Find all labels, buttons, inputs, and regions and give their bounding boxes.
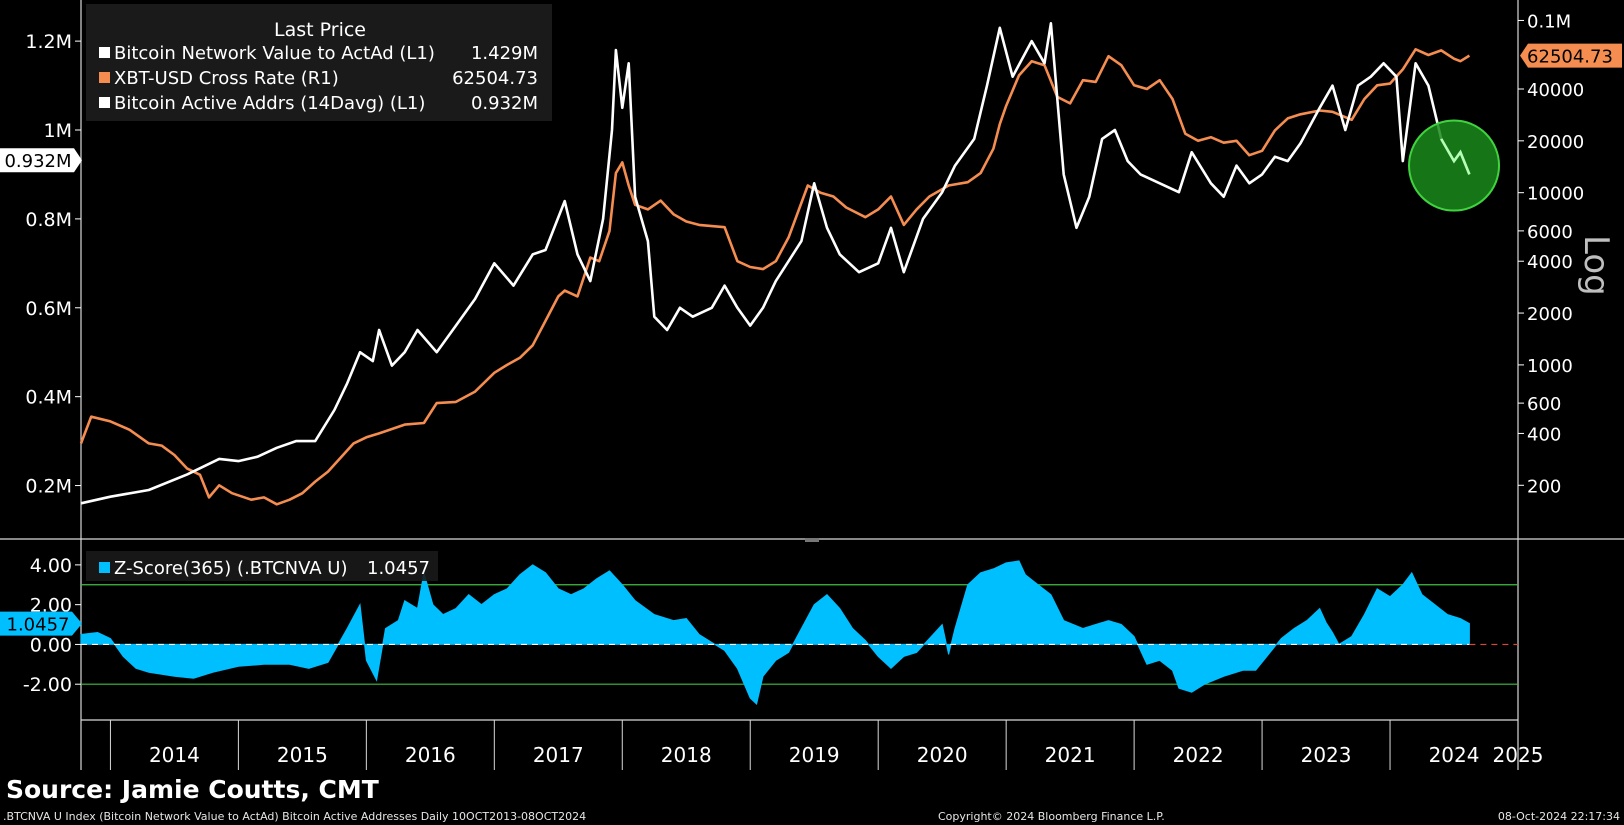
legend-entry-label: XBT-USD Cross Rate (R1)	[114, 68, 339, 89]
right-tick-label: 400	[1527, 424, 1561, 445]
x-tick-label: 2025	[1493, 743, 1544, 767]
z-last-value-text: 1.0457	[7, 615, 70, 636]
right-tick-label: 600	[1527, 394, 1561, 415]
bottom-legend: Z-Score(365) (.BTCNVA U) 1.0457	[86, 551, 438, 581]
legend-swatch	[99, 47, 110, 58]
x-tick-label: 2022	[1173, 743, 1224, 767]
x-tick-label: 2018	[661, 743, 712, 767]
left-tick-label: 0.2M	[25, 476, 72, 498]
source-caption: Source: Jamie Coutts, CMT	[6, 775, 379, 804]
z-tick-label: 2.00	[30, 595, 72, 617]
bottom-legend-background	[86, 551, 438, 581]
bottom-legend-label: Z-Score(365) (.BTCNVA U)	[114, 558, 348, 579]
left-last-value-text: 0.932M	[4, 151, 71, 172]
right-last-value-tag	[1520, 43, 1622, 68]
copyright-text: Copyright© 2024 Bloomberg Finance L.P.	[938, 810, 1165, 823]
left-tick-label: 1M	[44, 120, 72, 142]
z-tick-label: -2.00	[23, 674, 72, 696]
legend-background	[86, 4, 552, 121]
legend-entry-value: 0.932M	[471, 93, 538, 114]
z-score-area	[80, 560, 1470, 706]
x-tick-label: 2014	[149, 743, 200, 767]
x-tick-label: 2017	[533, 743, 584, 767]
right-last-value-text: 62504.73	[1527, 47, 1613, 68]
legend-entry-label: Bitcoin Network Value to ActAd (L1)	[114, 43, 435, 64]
right-tick-label: 6000	[1527, 222, 1573, 243]
x-tick-label: 2024	[1429, 743, 1480, 767]
legend-swatch	[99, 72, 110, 83]
legend-entry-value: 62504.73	[452, 68, 538, 89]
right-tick-label: 40000	[1527, 80, 1584, 101]
left-tick-label: 1.2M	[25, 31, 72, 53]
x-tick-label: 2016	[405, 743, 456, 767]
right-tick-label: 20000	[1527, 132, 1584, 153]
z-last-value-tag	[0, 611, 82, 636]
z-tick-label: 4.00	[30, 555, 72, 577]
series-xbt-usd-line	[79, 48, 1471, 506]
right-tick-label: 0.1M	[1527, 11, 1571, 32]
left-tick-label: 0.8M	[25, 209, 72, 231]
index-description: .BTCNVA U Index (Bitcoin Network Value t…	[3, 810, 587, 823]
legend-entry-value: 1.429M	[471, 43, 538, 64]
legend-swatch	[99, 97, 110, 108]
left-tick-label: 0.6M	[25, 298, 72, 320]
highlight-circle	[1408, 119, 1501, 212]
legend-title: Last Price	[274, 19, 366, 41]
left-tick-label: 0.4M	[25, 387, 72, 409]
left-last-value-tag	[0, 148, 82, 173]
bottom-legend-swatch	[99, 562, 110, 573]
panel-resize-handle	[805, 538, 819, 542]
bottom-legend-value: 1.0457	[367, 558, 430, 579]
timestamp: 08-Oct-2024 22:17:34	[1497, 810, 1620, 823]
series-network-value-line	[80, 22, 1471, 505]
log-scale-label: Log	[1576, 235, 1616, 296]
x-tick-label: 2021	[1045, 743, 1096, 767]
x-tick-label: 2019	[789, 743, 840, 767]
x-tick-label: 2015	[277, 743, 328, 767]
legend-entry-label: Bitcoin Active Addrs (14Davg) (L1)	[114, 93, 425, 114]
right-tick-label: 4000	[1527, 252, 1573, 273]
series-tail-highlight	[1440, 138, 1471, 175]
right-tick-label: 10000	[1527, 184, 1584, 205]
x-tick-label: 2023	[1301, 743, 1352, 767]
right-tick-label: 1000	[1527, 356, 1573, 377]
x-tick-label: 2020	[917, 743, 968, 767]
z-tick-label: 0.00	[30, 634, 72, 656]
right-tick-label: 2000	[1527, 304, 1573, 325]
right-tick-label: 200	[1527, 476, 1561, 497]
